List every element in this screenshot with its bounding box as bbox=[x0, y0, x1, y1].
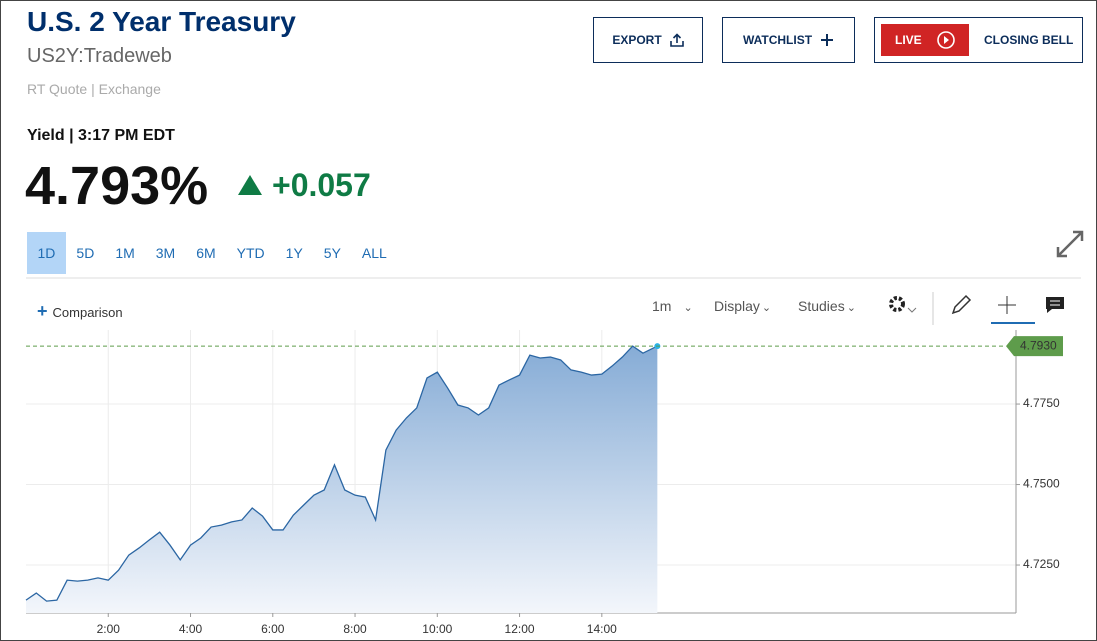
range-tab[interactable]: 1Y bbox=[285, 245, 303, 261]
gear-icon[interactable] bbox=[889, 296, 905, 312]
x-tick-label: 2:00 bbox=[97, 622, 121, 636]
up-arrow bbox=[238, 175, 262, 195]
export-button[interactable]: EXPORT bbox=[593, 17, 703, 63]
quote-price: 4.793% bbox=[25, 156, 209, 216]
symbol: US2Y:Tradeweb bbox=[27, 45, 172, 67]
quote-source: RT Quote | Exchange bbox=[27, 81, 161, 97]
studies-label: Studies bbox=[798, 298, 845, 314]
range-tab[interactable]: YTD bbox=[236, 245, 265, 261]
pencil-icon[interactable] bbox=[951, 294, 972, 315]
range-tab[interactable]: ALL bbox=[361, 245, 387, 261]
range-tab[interactable]: 3M bbox=[155, 245, 176, 261]
range-tab[interactable]: 5Y bbox=[323, 245, 341, 261]
area-fill bbox=[26, 346, 658, 613]
reference-badge bbox=[1006, 336, 1063, 357]
play-icon bbox=[936, 31, 955, 49]
x-tick-label: 8:00 bbox=[343, 622, 367, 636]
range-tabs: 1D 5D 1M 3M 6M YTD 1Y 5Y ALL bbox=[27, 232, 397, 274]
title: U.S. 2 Year Treasury bbox=[27, 6, 296, 37]
caret bbox=[907, 307, 917, 313]
reference-label: 4.7930 bbox=[1020, 338, 1057, 352]
price-line bbox=[25, 345, 658, 602]
display-label: Display bbox=[714, 298, 760, 314]
export-icon bbox=[669, 33, 684, 47]
display-select[interactable]: Display ⌄ bbox=[714, 298, 772, 314]
range-tab[interactable]: 1M bbox=[115, 245, 135, 261]
comparison-label: Comparison bbox=[52, 305, 123, 320]
plus-icon bbox=[821, 34, 834, 46]
range-tab[interactable]: 1D bbox=[27, 232, 66, 274]
quote-change: +0.057 bbox=[272, 167, 371, 203]
watchlist-button[interactable]: WATCHLIST bbox=[722, 17, 855, 63]
range-tab[interactable]: 6M bbox=[196, 245, 216, 261]
comparison-button[interactable]: + Comparison bbox=[37, 301, 123, 321]
x-tick-label: 10:00 bbox=[422, 622, 452, 636]
crosshair-icon[interactable] bbox=[998, 296, 1016, 314]
range-tab[interactable]: 5D bbox=[76, 245, 95, 261]
comment-lines bbox=[1050, 300, 1060, 306]
y-tick-label: 4.7750 bbox=[1023, 396, 1060, 410]
x-tick-label: 14:00 bbox=[587, 622, 617, 636]
live-button[interactable]: LIVE CLOSING BELL bbox=[874, 17, 1083, 63]
y-tick-label: 4.7250 bbox=[1023, 557, 1060, 571]
watchlist-label: WATCHLIST bbox=[742, 33, 813, 47]
interval-select[interactable]: 1m ⌄ bbox=[652, 298, 693, 314]
interval-label: 1m bbox=[652, 298, 672, 314]
expand-icon[interactable] bbox=[1056, 230, 1084, 258]
x-tick-label: 12:00 bbox=[505, 622, 535, 636]
live-label: LIVE bbox=[895, 33, 922, 47]
x-tick-label: 4:00 bbox=[179, 622, 203, 636]
live-badge: LIVE bbox=[881, 24, 969, 56]
closing-bell-label: CLOSING BELL bbox=[984, 33, 1074, 47]
y-tick-label: 4.7500 bbox=[1023, 477, 1060, 491]
studies-select[interactable]: Studies ⌄ bbox=[798, 298, 856, 314]
export-label: EXPORT bbox=[612, 33, 662, 47]
quote-label: Yield | 3:17 PM EDT bbox=[27, 127, 175, 144]
x-tick-label: 6:00 bbox=[261, 622, 285, 636]
